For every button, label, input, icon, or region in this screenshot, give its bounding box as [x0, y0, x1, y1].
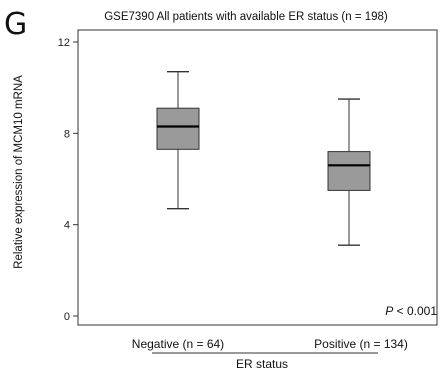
box-negative	[156, 70, 200, 210]
p-value-annotation: P < 0.001	[385, 304, 437, 318]
box-positive	[327, 98, 371, 246]
p-value-text: < 0.001	[393, 304, 437, 318]
x-category-label: Positive (n = 134)	[314, 337, 408, 351]
y-tick-label: 0	[64, 311, 70, 323]
chart-title: GSE7390 All patients with available ER s…	[104, 11, 388, 23]
y-tick-label: 4	[64, 220, 70, 232]
iqr-box	[156, 107, 200, 150]
x-axis-label: ER status	[236, 357, 288, 371]
iqr-box	[327, 151, 371, 191]
x-category-labels: Negative (n = 64) Positive (n = 134)	[132, 337, 408, 351]
y-axis-ticks: 0 4 8 12	[58, 37, 78, 323]
plot-frame	[77, 29, 438, 326]
plot-frame-group	[77, 29, 438, 326]
panel-letter: G	[4, 7, 28, 42]
boxes-group	[156, 70, 371, 246]
y-tick-label: 8	[64, 128, 70, 140]
x-category-label: Negative (n = 64)	[132, 337, 224, 351]
y-tick-label: 12	[58, 37, 70, 49]
y-axis-label: Relative expression of MCM10 mRNA	[13, 75, 25, 269]
p-value-symbol: P	[385, 304, 393, 318]
